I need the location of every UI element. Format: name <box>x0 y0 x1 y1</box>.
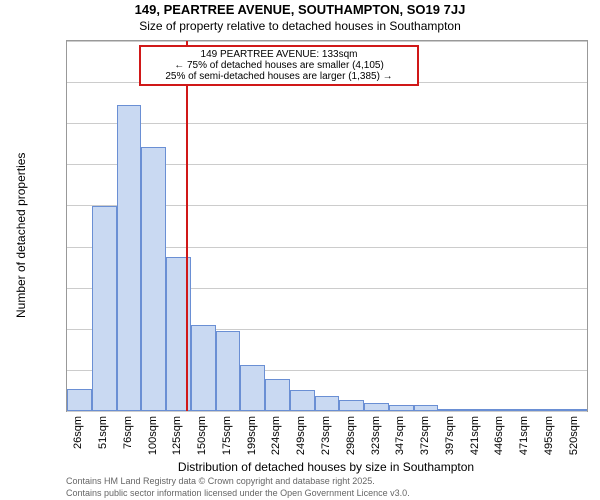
histogram-bar <box>67 389 92 411</box>
histogram-bar <box>562 409 587 411</box>
histogram-bar <box>141 147 166 411</box>
histogram-bar <box>92 206 117 411</box>
x-axis-label: Distribution of detached houses by size … <box>66 460 586 474</box>
histogram-bar <box>463 409 488 411</box>
x-tick-label: 347sqm <box>394 416 406 455</box>
x-tick-label: 273sqm <box>320 416 332 455</box>
x-tick-label: 520sqm <box>568 416 580 455</box>
histogram-bar <box>290 390 315 411</box>
x-tick-label: 175sqm <box>221 416 233 455</box>
x-tick-label: 298sqm <box>345 416 357 455</box>
plot-area: 149 PEARTREE AVENUE: 133sqm← 75% of deta… <box>66 40 588 412</box>
footer-line-2: Contains public sector information licen… <box>66 488 410 498</box>
x-tick-label: 26sqm <box>72 416 84 449</box>
x-tick-label: 150sqm <box>196 416 208 455</box>
histogram-bar <box>488 409 513 411</box>
x-tick-label: 372sqm <box>419 416 431 455</box>
x-tick-label: 397sqm <box>444 416 456 455</box>
chart-title-main: 149, PEARTREE AVENUE, SOUTHAMPTON, SO19 … <box>0 2 600 17</box>
histogram-bar <box>315 396 340 411</box>
gridline <box>67 123 587 124</box>
x-tick-label: 323sqm <box>370 416 382 455</box>
x-tick-label: 76sqm <box>122 416 134 449</box>
histogram-bar <box>438 409 463 411</box>
histogram-bar <box>265 379 290 411</box>
x-tick-label: 446sqm <box>493 416 505 455</box>
x-tick-label: 51sqm <box>97 416 109 449</box>
callout-line: 149 PEARTREE AVENUE: 133sqm <box>145 49 413 60</box>
x-tick-label: 125sqm <box>171 416 183 455</box>
x-tick-label: 495sqm <box>543 416 555 455</box>
chart-title-sub: Size of property relative to detached ho… <box>0 19 600 33</box>
histogram-bar <box>339 400 364 411</box>
histogram-bar <box>537 409 562 411</box>
x-tick-label: 100sqm <box>147 416 159 455</box>
x-tick-label: 224sqm <box>270 416 282 455</box>
reference-line <box>186 41 188 411</box>
gridline <box>67 411 587 412</box>
x-tick-label: 199sqm <box>246 416 258 455</box>
x-tick-label: 471sqm <box>518 416 530 455</box>
callout-line: 25% of semi-detached houses are larger (… <box>145 71 413 82</box>
callout-box: 149 PEARTREE AVENUE: 133sqm← 75% of deta… <box>139 45 419 86</box>
y-axis-label: Number of detached properties <box>14 152 28 317</box>
chart-container: 149, PEARTREE AVENUE, SOUTHAMPTON, SO19 … <box>0 0 600 500</box>
histogram-bar <box>389 405 414 411</box>
histogram-bar <box>117 105 142 411</box>
x-tick-label: 421sqm <box>469 416 481 455</box>
footer-line-1: Contains HM Land Registry data © Crown c… <box>66 476 375 486</box>
histogram-bar <box>191 325 216 411</box>
histogram-bar <box>216 331 241 411</box>
histogram-bar <box>240 365 265 411</box>
gridline <box>67 41 587 42</box>
x-tick-label: 249sqm <box>295 416 307 455</box>
histogram-bar <box>414 405 439 411</box>
histogram-bar <box>364 403 389 411</box>
callout-line: ← 75% of detached houses are smaller (4,… <box>145 60 413 71</box>
histogram-bar <box>513 409 538 411</box>
